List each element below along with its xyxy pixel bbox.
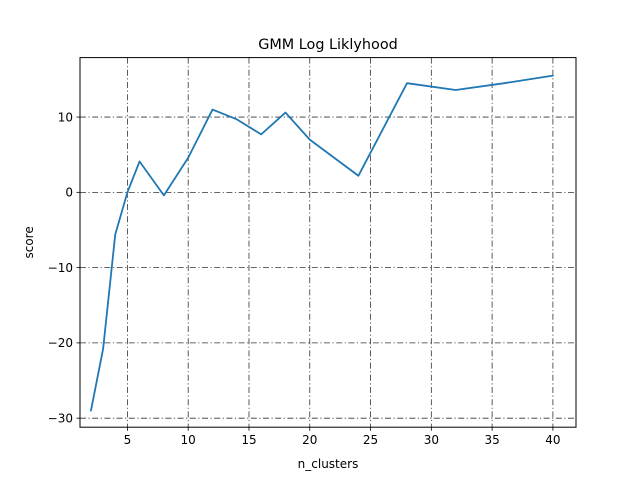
chart-title: GMM Log Liklyhood bbox=[258, 37, 398, 53]
y-tick-label: −10 bbox=[48, 261, 73, 275]
x-tick-label: 10 bbox=[181, 433, 196, 447]
x-tick-label: 40 bbox=[545, 433, 560, 447]
y-tick-label: 10 bbox=[58, 110, 73, 124]
x-tick-label: 25 bbox=[363, 433, 378, 447]
series-layer bbox=[90, 74, 554, 412]
x-tick-label: 30 bbox=[424, 433, 439, 447]
x-axis-label: n_clusters bbox=[298, 457, 359, 471]
plot-frame bbox=[79, 57, 577, 428]
y-tick-label: −30 bbox=[48, 411, 73, 425]
x-tick-label: 5 bbox=[124, 433, 132, 447]
x-tick-label: 15 bbox=[241, 433, 256, 447]
x-axis: 5 10 15 20 25 30 35 40 bbox=[124, 427, 561, 447]
x-tick-label: 35 bbox=[484, 433, 499, 447]
y-axis-label: score bbox=[22, 226, 36, 258]
x-tick-label: 20 bbox=[302, 433, 317, 447]
y-axis: −30 −20 −10 0 10 bbox=[48, 110, 80, 425]
series-line-0 bbox=[90, 74, 554, 412]
y-tick-label: 0 bbox=[65, 186, 73, 200]
y-tick-label: −20 bbox=[48, 336, 73, 350]
